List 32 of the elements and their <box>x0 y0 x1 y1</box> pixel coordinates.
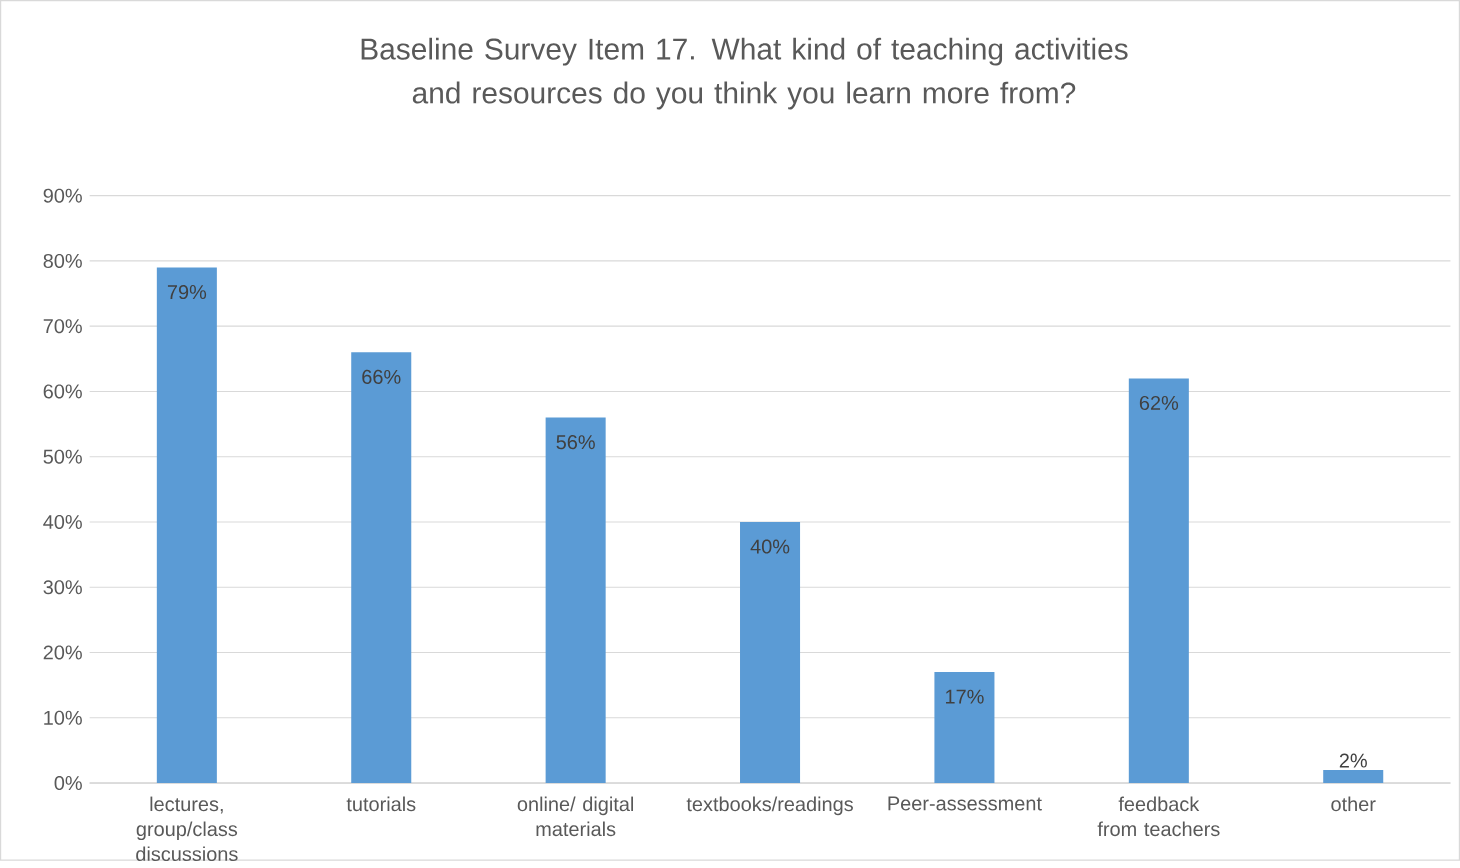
bar <box>740 522 801 784</box>
data-label: 40% <box>750 539 790 554</box>
y-tick-label: 0% <box>54 776 82 791</box>
bar <box>545 417 606 784</box>
x-tick-label: online/ digital materials <box>517 796 634 837</box>
data-label: 66% <box>362 369 401 385</box>
chart-title: Baseline Survey Item 17. What kind of teaching activities and resources do you think you learn more from? <box>361 37 1128 110</box>
x-tick-label: feedback from teachers <box>1097 796 1220 837</box>
y-tick-label: 30% <box>43 580 82 595</box>
x-tick-label: lectures, group/class discussions <box>136 796 238 862</box>
y-tick-label: 70% <box>43 319 82 334</box>
bar <box>1128 378 1189 784</box>
x-tick-label: other <box>1331 796 1376 812</box>
bar <box>156 267 217 784</box>
bar <box>351 352 412 784</box>
y-tick-label: 90% <box>43 188 82 203</box>
data-label: 79% <box>167 285 207 300</box>
bar <box>1323 770 1384 784</box>
bar <box>934 672 995 784</box>
x-tick-label: Peer-assessment <box>888 796 1042 811</box>
y-tick-label: 60% <box>43 384 82 399</box>
y-tick-label: 80% <box>43 254 82 269</box>
data-label: 62% <box>1139 396 1179 411</box>
y-tick-label: 20% <box>43 645 82 660</box>
y-tick-label: 50% <box>43 449 82 464</box>
data-label: 56% <box>556 435 595 450</box>
data-label: 17% <box>946 689 984 704</box>
x-tick-label: textbooks/readings <box>686 796 853 816</box>
x-tick-label: tutorials <box>346 796 416 812</box>
data-label: 2% <box>1339 753 1367 768</box>
y-tick-label: 10% <box>44 710 82 725</box>
y-tick-label: 40% <box>43 515 82 530</box>
